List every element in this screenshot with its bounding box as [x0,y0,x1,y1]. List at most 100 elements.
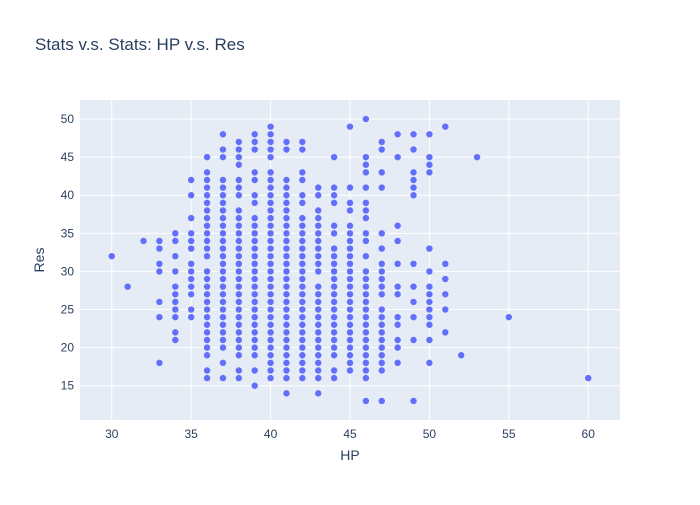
data-point [267,268,274,275]
data-point [346,184,354,191]
data-point [283,352,290,359]
data-point [172,252,179,260]
data-point [362,397,370,405]
data-point [299,329,306,336]
data-point [219,329,227,336]
data-point [362,313,370,321]
data-point [156,359,163,367]
data-point [299,214,306,222]
data-point [362,374,370,382]
data-point [457,352,465,359]
data-point [251,336,258,344]
data-point [235,283,243,290]
data-point [172,291,179,298]
y-tick-labels: 15 20 25 30 35 40 45 50 [61,112,75,393]
data-point [394,237,401,245]
data-point [219,336,227,344]
data-point [219,199,227,207]
data-point [394,283,401,290]
data-point [251,298,258,306]
data-point [330,329,338,336]
data-point [267,123,274,130]
data-point [330,268,338,275]
data-point [410,146,417,153]
data-point [442,260,449,268]
data-point [187,291,195,298]
data-point [299,352,306,359]
data-point [251,169,258,176]
data-point [315,359,322,367]
data-point [219,192,227,199]
data-point [362,237,370,245]
data-point [251,146,258,153]
data-point [156,313,163,321]
data-point [235,237,243,245]
data-point [219,268,227,275]
data-point [235,344,243,351]
data-point [267,306,274,313]
data-point [426,306,433,313]
data-point [426,245,433,252]
data-point [172,306,179,313]
data-point [203,344,211,351]
data-point [362,283,370,290]
data-point [426,321,433,328]
data-point [378,321,385,328]
data-point [394,222,401,229]
data-point [267,230,274,237]
data-point [235,352,243,359]
data-point [187,306,195,313]
data-point [283,306,290,313]
data-point [315,291,322,298]
data-point [346,245,354,252]
data-point [346,321,354,328]
data-point [362,291,370,298]
data-point [203,306,211,313]
data-point [219,230,227,237]
data-point [330,352,338,359]
x-tick-label: 50 [423,427,437,441]
data-point [187,176,195,184]
data-point [346,237,354,245]
data-point [394,291,401,298]
data-point [251,329,258,336]
data-point [330,245,338,252]
y-tick-label: 45 [61,150,75,164]
data-point [187,192,195,199]
data-point [267,169,274,176]
data-point [235,321,243,328]
data-point [378,283,385,290]
data-point [346,336,354,344]
data-point [219,153,227,161]
data-point [124,283,131,290]
data-point [203,230,211,237]
data-point [219,344,227,351]
data-point [251,306,258,313]
data-point [315,230,322,237]
data-point [203,153,211,161]
data-point [346,283,354,290]
data-point [378,344,385,351]
data-point [267,344,274,351]
x-tick-label: 45 [343,427,357,441]
data-point [219,146,227,153]
data-point [346,275,354,283]
data-point [315,283,322,290]
data-point [283,260,290,268]
data-point [235,214,243,222]
y-tick-label: 50 [61,112,75,126]
data-point [410,397,417,405]
data-point [378,260,385,268]
data-point [235,192,243,199]
data-point [187,230,195,237]
data-point [426,283,433,290]
data-point [203,237,211,245]
data-point [315,374,322,382]
data-point [299,321,306,328]
data-point [394,336,401,344]
data-point [219,283,227,290]
data-point [378,245,385,252]
data-point [203,222,211,229]
data-point [299,237,306,245]
